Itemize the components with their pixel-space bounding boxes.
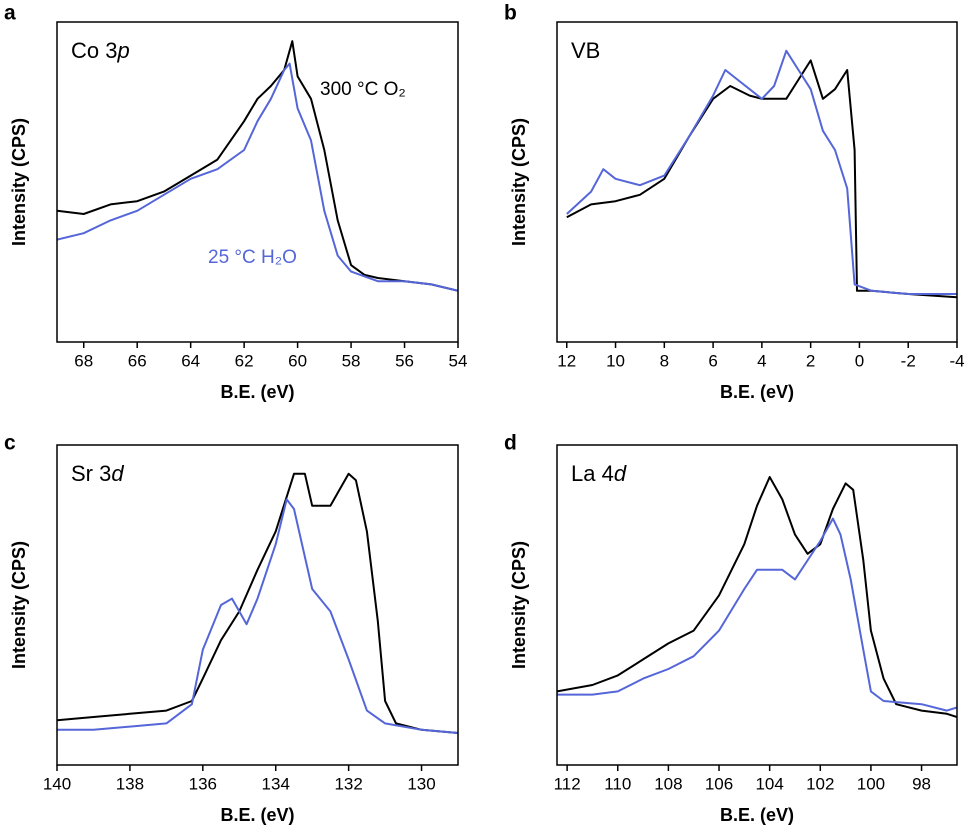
x-tick-label: -2 xyxy=(901,351,916,370)
plot-area xyxy=(57,472,458,734)
x-tick-label: 6 xyxy=(708,351,717,370)
series-line xyxy=(57,62,458,292)
series-line xyxy=(566,49,957,295)
x-tick-label: 2 xyxy=(806,351,815,370)
x-tick-label: 12 xyxy=(557,351,576,370)
x-tick-label: 62 xyxy=(235,351,254,370)
x-axis-label: B.E. (eV) xyxy=(720,382,794,402)
panel-letter: c xyxy=(4,432,16,455)
x-tick-label: 0 xyxy=(855,351,864,370)
series-line xyxy=(57,472,458,734)
series-line xyxy=(557,517,957,712)
y-axis-label: Intensity (CPS) xyxy=(509,118,529,246)
x-tick-label: 136 xyxy=(189,774,217,793)
x-tick-label: 134 xyxy=(262,774,290,793)
panel-letter: d xyxy=(504,432,517,455)
plot-frame xyxy=(56,444,459,766)
x-tick-label: 140 xyxy=(43,774,71,793)
series-label: 300 °C O₂ xyxy=(320,79,406,100)
series-line xyxy=(57,498,458,734)
x-tick-label: 138 xyxy=(116,774,144,793)
x-tick-label: 104 xyxy=(755,774,783,793)
panel-letter: b xyxy=(504,2,517,25)
panel-label-part: Sr 3 xyxy=(71,461,111,486)
plot-frame xyxy=(56,21,459,343)
y-axis-label: Intensity (CPS) xyxy=(509,541,529,669)
plot-frame xyxy=(556,21,958,343)
plot-area xyxy=(566,49,957,299)
x-tick-label: -4 xyxy=(949,351,964,370)
panel-label: La 4d xyxy=(571,461,627,486)
x-axis-label: B.E. (eV) xyxy=(220,805,294,825)
x-tick-label: 10 xyxy=(606,351,625,370)
x-tick-label: 100 xyxy=(857,774,885,793)
series-line xyxy=(566,59,957,299)
series-line xyxy=(57,40,458,292)
panel-label-part: d xyxy=(111,461,124,486)
x-tick-label: 110 xyxy=(604,774,631,793)
series-line xyxy=(557,476,957,718)
y-axis-label: Intensity (CPS) xyxy=(9,118,29,246)
plot-frame xyxy=(556,444,958,766)
x-tick-label: 4 xyxy=(757,351,766,370)
x-tick-label: 58 xyxy=(342,351,361,370)
panel-label: VB xyxy=(571,38,600,63)
x-axis-label: B.E. (eV) xyxy=(720,805,794,825)
x-axis-label: B.E. (eV) xyxy=(220,382,294,402)
series-label: 25 °C H₂O xyxy=(208,247,297,268)
x-tick-label: 132 xyxy=(334,774,362,793)
x-tick-label: 130 xyxy=(407,774,435,793)
panel-label: Co 3p xyxy=(71,38,130,63)
x-tick-label: 102 xyxy=(806,774,834,793)
x-tick-label: 108 xyxy=(654,774,682,793)
panel-letter: a xyxy=(4,2,16,25)
y-axis-label: Intensity (CPS) xyxy=(9,541,29,669)
panel-label-part: La 4 xyxy=(571,461,614,486)
x-tick-label: 60 xyxy=(288,351,307,370)
panel-label-part: Co 3 xyxy=(71,38,117,63)
x-tick-label: 112 xyxy=(554,774,581,793)
x-tick-label: 98 xyxy=(912,774,931,793)
x-tick-label: 56 xyxy=(395,351,414,370)
x-tick-label: 54 xyxy=(449,351,468,370)
panel-label: Sr 3d xyxy=(71,461,124,486)
panel-label-part: p xyxy=(116,38,129,63)
x-tick-label: 8 xyxy=(660,351,669,370)
x-tick-label: 106 xyxy=(705,774,733,793)
x-tick-label: 68 xyxy=(74,351,93,370)
plot-area xyxy=(57,40,458,292)
x-tick-label: 66 xyxy=(128,351,147,370)
plot-area xyxy=(557,476,957,718)
panel-label-part: d xyxy=(614,461,627,486)
panel-label-part: VB xyxy=(571,38,600,63)
x-tick-label: 64 xyxy=(181,351,200,370)
